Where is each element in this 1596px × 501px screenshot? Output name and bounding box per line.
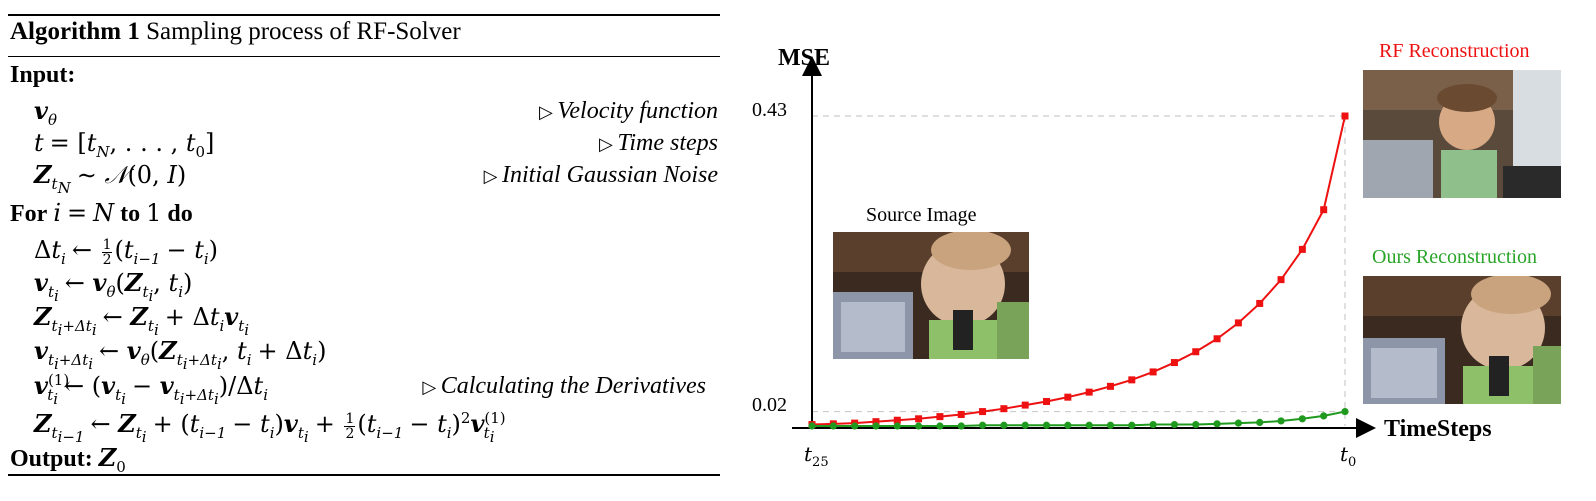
output-line: Output: Z0	[10, 443, 126, 476]
source-image	[833, 232, 1029, 359]
data-point	[915, 415, 923, 423]
data-point	[1192, 348, 1200, 356]
step-midvelocity: vti+Δti ← vθ(Zti+Δti, ti + Δti)	[34, 336, 327, 373]
data-point	[1064, 421, 1072, 429]
step-delta: Δti ← 1 2 (ti−1 − ti)	[34, 236, 219, 268]
data-point	[829, 422, 837, 430]
y-axis-title: MSE	[778, 45, 830, 71]
data-point	[936, 413, 944, 421]
data-point	[1341, 112, 1349, 120]
series-line-0	[811, 115, 1346, 426]
series-rf	[808, 112, 1349, 429]
data-point	[1320, 206, 1328, 214]
data-point	[1085, 421, 1093, 429]
algorithm-block: Algorithm 1 Sampling process of RF-Solve…	[8, 14, 720, 476]
x-tick-label-start: t25	[804, 442, 829, 470]
source-image-caption: Source Image	[866, 204, 977, 226]
bottom-rule	[8, 474, 720, 476]
rf-reconstruction-image	[1363, 70, 1561, 198]
comment-noise: ▷ Initial Gaussian Noise	[483, 162, 718, 188]
data-point	[1234, 419, 1242, 427]
data-point	[1234, 319, 1242, 327]
data-point	[1213, 335, 1221, 343]
top-rule	[8, 14, 720, 16]
data-point	[978, 421, 987, 429]
data-point	[1192, 420, 1200, 429]
data-point	[1128, 421, 1136, 429]
data-point	[808, 422, 816, 430]
comment-velocity: ▷ Velocity function	[539, 98, 718, 124]
ours-caption: Ours Reconstruction	[1372, 246, 1537, 268]
data-point	[1000, 421, 1008, 429]
data-point	[893, 422, 901, 430]
data-point	[1106, 382, 1114, 390]
mse-figure: MSE TimeSteps 0.43 0.02 t25 t0 Source Im…	[736, 0, 1596, 501]
series-ours	[808, 407, 1349, 430]
data-point	[1085, 388, 1093, 396]
step-derivative: v(1)ti ← (vti − vti+Δti)/Δti	[34, 371, 268, 408]
data-point	[979, 408, 987, 416]
data-point	[957, 410, 965, 418]
data-point	[1042, 421, 1051, 429]
data-point	[1000, 405, 1008, 413]
data-point	[1256, 299, 1264, 307]
y-tick-label-top: 0.43	[752, 99, 787, 121]
data-point	[936, 422, 944, 430]
ours-reconstruction-image	[1363, 276, 1561, 404]
algorithm-title: Algorithm 1 Sampling process of RF-Solve…	[10, 18, 461, 46]
algorithm-name: Sampling process of RF-Solver	[146, 18, 461, 45]
data-point	[1128, 376, 1136, 384]
input-velocity: vθ	[34, 96, 57, 129]
data-point	[1213, 420, 1221, 428]
data-point	[1256, 418, 1264, 426]
data-point	[1170, 359, 1178, 367]
series-layer	[808, 112, 1349, 430]
step-update: Zti−1 ← Zti + (ti−1 − ti)vti + 1 2 (ti−1 −…	[34, 409, 506, 446]
input-label: Input:	[10, 62, 76, 88]
input-noise: ZtN ∼ 𝒩(0, I)	[34, 160, 187, 197]
data-point	[1106, 421, 1115, 429]
data-point	[1277, 276, 1285, 284]
data-point	[872, 422, 880, 430]
data-point	[1170, 420, 1179, 429]
data-point	[1021, 401, 1029, 409]
comment-derivative: ▷ Calculating the Derivatives	[422, 373, 706, 399]
data-point	[1064, 393, 1072, 401]
title-rule	[8, 56, 720, 57]
reference-lines	[812, 115, 1346, 426]
input-timesteps: t = [tN, . . . , t0]	[34, 129, 215, 161]
for-loop-line: For i = N to 1 do	[10, 199, 193, 227]
data-point	[1277, 417, 1285, 425]
data-point	[1298, 245, 1306, 253]
data-point	[915, 422, 923, 430]
data-point	[872, 418, 880, 426]
step-midpoint: Zti+Δti ← Zti + Δtivti	[34, 302, 250, 339]
data-point	[1341, 407, 1349, 416]
x-tick-label-end: t0	[1340, 442, 1356, 470]
data-point	[851, 422, 859, 430]
data-point	[1021, 421, 1029, 429]
step-velocity: vti ← vθ(Zti, ti)	[34, 268, 193, 305]
data-point	[957, 422, 965, 430]
comment-timesteps: ▷ Time steps	[598, 130, 718, 156]
series-line-1	[812, 410, 1346, 427]
data-point	[1298, 415, 1306, 423]
data-point	[1149, 420, 1157, 429]
mse-chart: MSE TimeSteps 0.43 0.02 t25 t0	[752, 45, 1492, 470]
data-point	[1320, 412, 1328, 420]
algorithm-label: Algorithm 1	[10, 18, 140, 45]
y-tick-label-bottom: 0.02	[752, 394, 787, 416]
data-point	[893, 416, 901, 424]
rf-caption: RF Reconstruction	[1379, 40, 1530, 62]
data-point	[1043, 397, 1051, 405]
x-axis-title: TimeSteps	[1384, 416, 1492, 442]
data-point	[1149, 368, 1157, 376]
